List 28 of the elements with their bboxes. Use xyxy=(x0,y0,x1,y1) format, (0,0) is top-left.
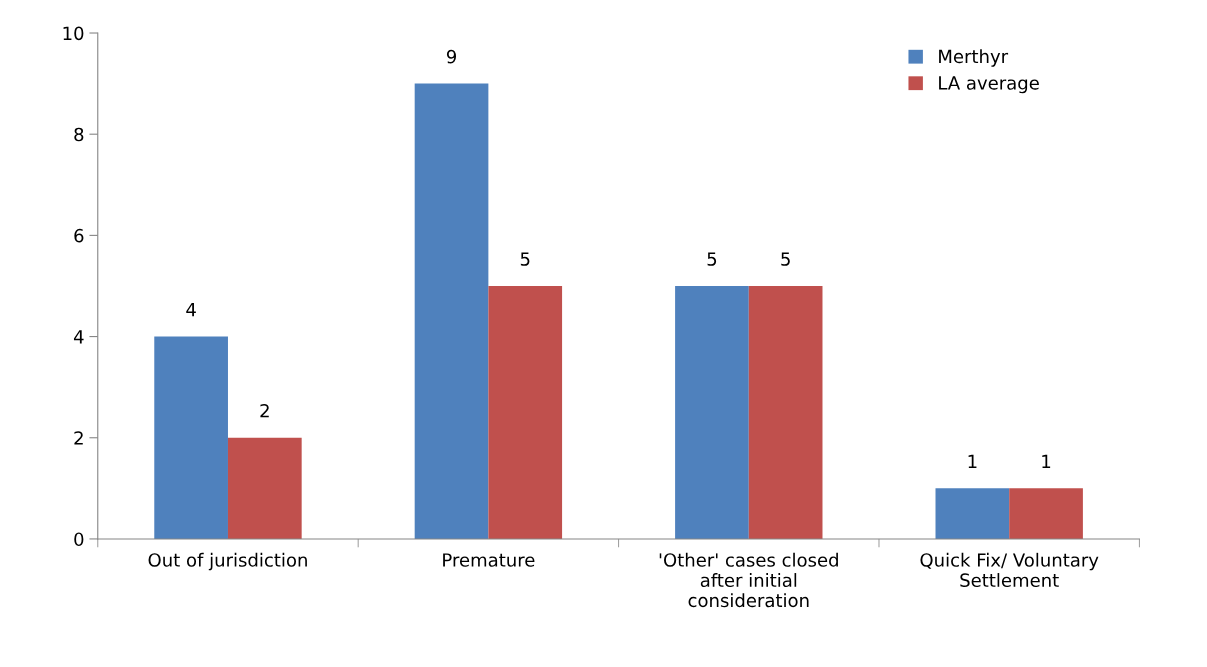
x-tick-label: 'Other' cases closed after initial consideration xyxy=(659,552,838,608)
data-label: 2 xyxy=(260,403,269,418)
data-label: 4 xyxy=(186,302,196,317)
y-tick-label: 0 xyxy=(74,532,84,547)
bar xyxy=(488,285,563,539)
bar xyxy=(935,488,1010,539)
data-label: 1 xyxy=(968,454,977,468)
data-label: 1 xyxy=(1042,454,1051,468)
legend-label: Merthyr xyxy=(939,49,1009,67)
bar xyxy=(227,437,302,539)
data-label: 5 xyxy=(707,252,717,266)
x-tick-label: Out of jurisdiction xyxy=(148,552,307,571)
data-label: 9 xyxy=(446,49,457,64)
data-label: 5 xyxy=(781,252,790,266)
bar xyxy=(675,285,749,539)
y-tick-label: 10 xyxy=(63,26,84,41)
bar xyxy=(414,83,489,539)
y-tick-label: 6 xyxy=(74,228,84,243)
x-tick-label: Premature xyxy=(443,553,535,567)
bar xyxy=(1009,488,1083,539)
x-tick-label: Quick Fix/ Voluntary Settlement xyxy=(920,552,1099,588)
bar xyxy=(748,285,823,539)
y-tick-label: 4 xyxy=(73,330,84,344)
y-tick-label: 2 xyxy=(74,431,83,445)
data-label: 5 xyxy=(520,252,530,266)
legend-label: LA average xyxy=(939,76,1039,94)
y-tick-label: 8 xyxy=(74,127,84,142)
bar xyxy=(154,336,228,539)
